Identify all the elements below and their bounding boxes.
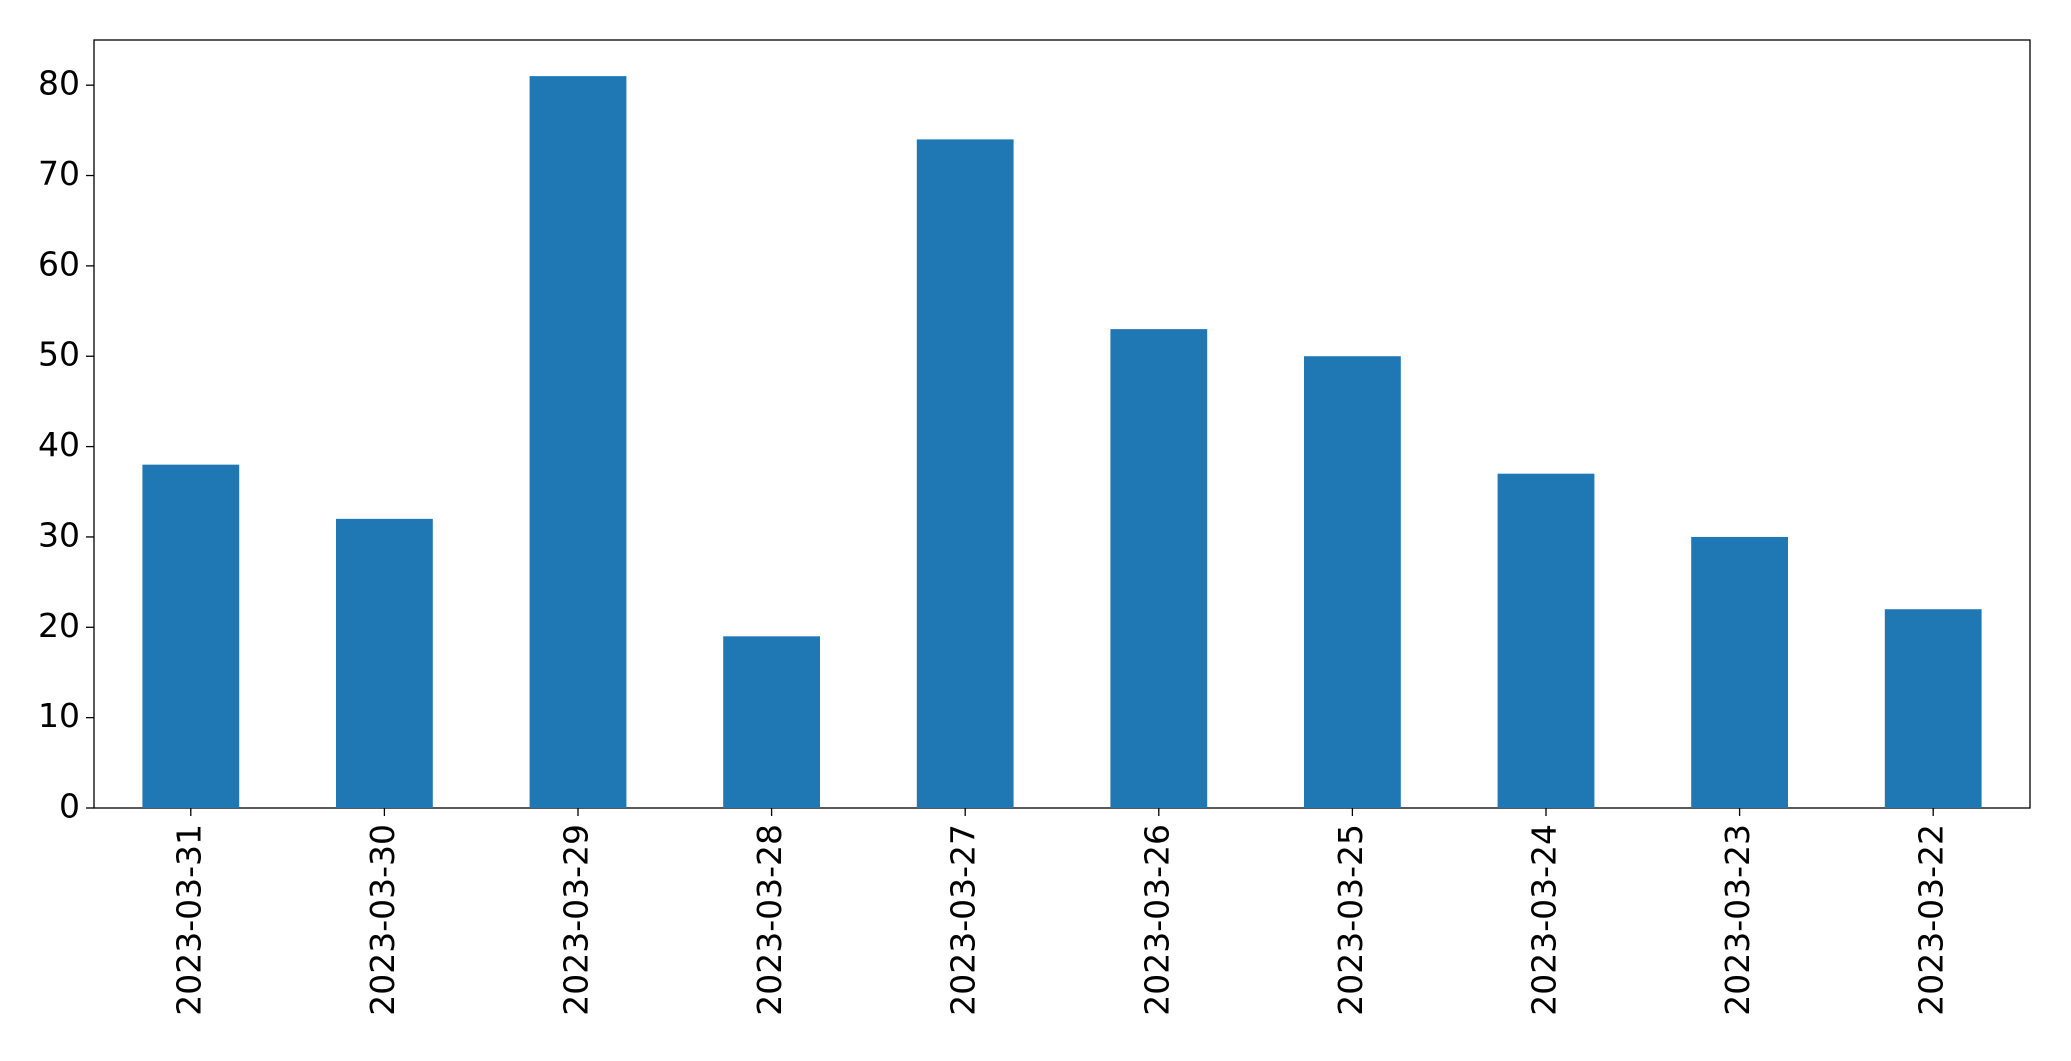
bar — [916, 139, 1014, 808]
y-tick-label: 30 — [38, 515, 80, 554]
y-tick-label: 40 — [38, 425, 80, 464]
bar — [336, 518, 433, 808]
y-tick-label: 10 — [38, 696, 80, 735]
bar — [1884, 609, 1982, 808]
bar — [723, 636, 820, 808]
x-tick-label: 2023-03-22 — [1912, 824, 1951, 1016]
x-tick-label: 2023-03-25 — [1331, 824, 1370, 1016]
x-tick-label: 2023-03-23 — [1718, 824, 1757, 1016]
y-tick-label: 50 — [38, 335, 80, 374]
bar — [529, 76, 627, 808]
x-tick-label: 2023-03-28 — [750, 824, 789, 1016]
bar — [142, 464, 240, 808]
y-tick-label: 80 — [38, 64, 80, 103]
x-tick-label: 2023-03-31 — [169, 824, 208, 1016]
plot-frame — [93, 39, 2031, 809]
y-tick-label: 0 — [59, 787, 80, 826]
y-tick-label: 60 — [38, 244, 80, 283]
x-tick-label: 2023-03-24 — [1525, 824, 1564, 1016]
bar — [1691, 536, 1788, 808]
x-tick-label: 2023-03-30 — [363, 824, 402, 1016]
bar — [1110, 329, 1208, 808]
x-tick-label: 2023-03-29 — [557, 824, 596, 1016]
x-tick-label: 2023-03-26 — [1137, 824, 1176, 1016]
bar — [1497, 473, 1595, 808]
x-tick-label: 2023-03-27 — [944, 824, 983, 1016]
y-tick-label: 70 — [38, 154, 80, 193]
y-tick-label: 20 — [38, 606, 80, 645]
bar — [1304, 356, 1401, 808]
